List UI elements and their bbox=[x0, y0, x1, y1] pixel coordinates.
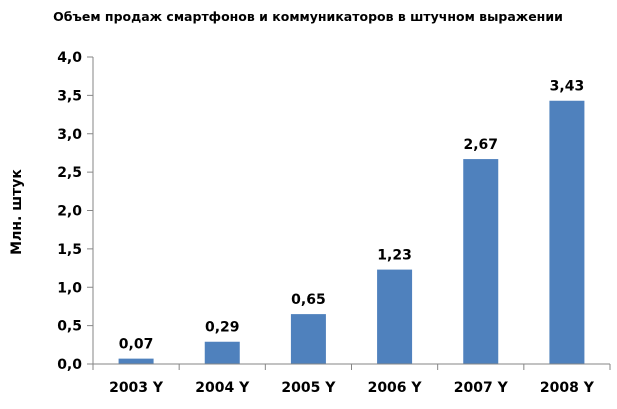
y-tick-label: 2,0 bbox=[57, 204, 82, 220]
x-axis: 2003 Y 2004 Y 2005 Y 2006 Y 2007 Y 2008 Y bbox=[92, 364, 611, 396]
data-label: 3,43 bbox=[550, 79, 585, 95]
bar bbox=[377, 269, 413, 364]
data-label: 1,23 bbox=[377, 248, 412, 264]
data-label-group: 0,07 0,29 0,65 1,23 2,67 3,43 bbox=[119, 79, 584, 353]
x-tick-label: 2007 Y bbox=[454, 380, 509, 396]
bar bbox=[549, 100, 585, 364]
bar bbox=[463, 159, 499, 364]
bar bbox=[118, 358, 154, 364]
y-axis: 0,0 0,5 1,0 1,5 2,0 2,5 3,0 3,5 4,0 bbox=[57, 50, 93, 373]
y-tick-label: 1,5 bbox=[57, 242, 82, 258]
data-label: 2,67 bbox=[463, 137, 498, 153]
x-tick-label: 2004 Y bbox=[195, 380, 250, 396]
x-tick-label: 2008 Y bbox=[540, 380, 595, 396]
x-tick-label: 2005 Y bbox=[281, 380, 336, 396]
y-tick-label: 2,5 bbox=[57, 165, 82, 181]
bar-group bbox=[118, 100, 585, 364]
bar bbox=[204, 341, 240, 364]
y-tick-label: 0,5 bbox=[57, 319, 82, 335]
y-tick-label: 4,0 bbox=[57, 50, 82, 66]
data-label: 0,29 bbox=[205, 320, 240, 336]
data-label: 0,65 bbox=[291, 292, 326, 308]
y-tick-label: 3,5 bbox=[57, 88, 82, 104]
y-axis-label: Млн. штук bbox=[9, 169, 25, 255]
y-tick-label: 3,0 bbox=[57, 127, 82, 143]
y-tick-label: 1,0 bbox=[57, 280, 82, 296]
y-tick-label: 0,0 bbox=[57, 357, 82, 373]
chart-title: Объем продаж смартфонов и коммуникаторов… bbox=[53, 9, 563, 24]
data-label: 0,07 bbox=[119, 337, 154, 353]
x-tick-label: 2003 Y bbox=[109, 380, 164, 396]
bar bbox=[290, 314, 326, 364]
x-tick-label: 2006 Y bbox=[368, 380, 423, 396]
